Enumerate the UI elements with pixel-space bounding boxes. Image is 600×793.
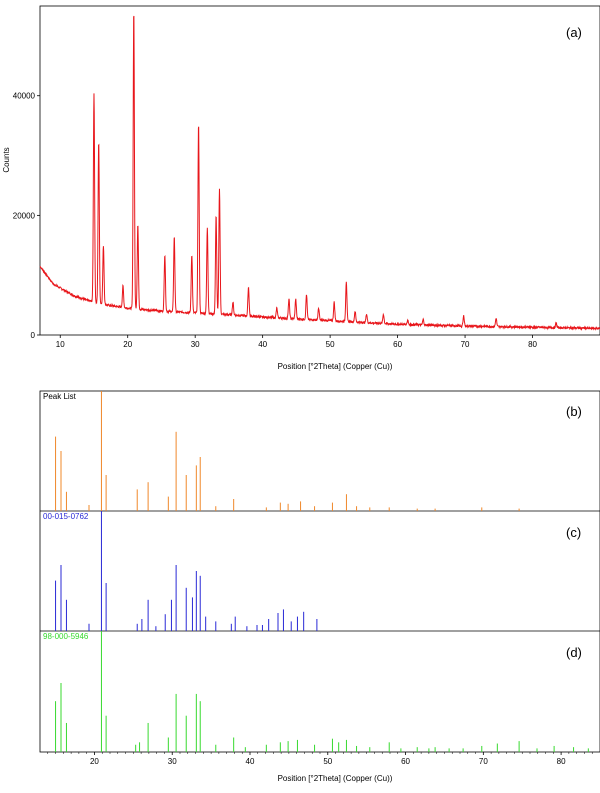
bottom-x-tick-label: 60 (401, 757, 410, 766)
panel-a-y-tick-label: 20000 (13, 211, 36, 220)
panel-a-x-tick-label: 50 (326, 340, 335, 349)
panel-c-label: (c) (566, 525, 581, 540)
bottom-x-tick-label: 30 (168, 757, 177, 766)
panel-a-y-tick-label: 40000 (13, 92, 36, 101)
panel-b-sticks (55, 391, 520, 511)
bottom-x-tick-label: 50 (323, 757, 332, 766)
panel-d-sticks (55, 631, 589, 752)
stick-panels-frame (39, 390, 600, 753)
bottom-x-tick-label: 40 (246, 757, 255, 766)
panel-a-x-tick-label: 40 (258, 340, 267, 349)
panel-a-x-tick-label: 20 (123, 340, 132, 349)
bottom-x-tick-label: 20 (90, 757, 99, 766)
panel-a-x-tick-label: 80 (528, 340, 537, 349)
panel-c-series-label: 00-015-0762 (43, 512, 89, 521)
panel-b-label: (b) (566, 404, 582, 419)
bottom-x-tick-label: 80 (557, 757, 566, 766)
panel-d-label: (d) (566, 645, 582, 660)
bottom-x-axis-label: Position [°2Theta] (Copper (Cu)) (278, 774, 393, 783)
panel-a-diffraction-trace (39, 15, 600, 331)
bottom-x-tick-label: 70 (479, 757, 488, 766)
panel-a-x-tick-label: 60 (393, 340, 402, 349)
panel-a-y-axis-label: Counts (2, 147, 11, 172)
panel-a-x-tick-label: 70 (461, 340, 470, 349)
panel-a-x-tick-label: 30 (191, 340, 200, 349)
stick-panels: Peak List 00-015-0762 98-000-5946 (b) (c… (39, 390, 600, 783)
panel-a-x-tick-label: 10 (56, 340, 65, 349)
panel-c-sticks (55, 511, 318, 631)
panel-a-y-tick-label: 0 (31, 331, 36, 340)
panel-b-series-label: Peak List (43, 392, 77, 401)
panel-a-frame (39, 5, 600, 336)
panel-d-series-label: 98-000-5946 (43, 632, 89, 641)
panel-a-label: (a) (566, 25, 582, 40)
panel-a-x-axis-label: Position [°2Theta] (Copper (Cu)) (278, 362, 393, 371)
